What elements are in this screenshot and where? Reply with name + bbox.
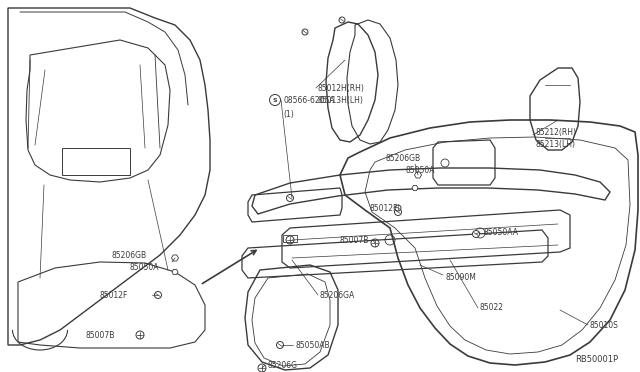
Text: 85206GA: 85206GA	[320, 291, 355, 299]
Text: 85007B: 85007B	[340, 235, 369, 244]
Text: 85022: 85022	[480, 304, 504, 312]
Text: 85050A: 85050A	[130, 263, 159, 273]
Text: 85050AA: 85050AA	[483, 228, 518, 237]
Text: 85050A: 85050A	[405, 166, 435, 174]
Circle shape	[339, 17, 345, 23]
Circle shape	[395, 205, 401, 211]
Text: 08566-6205A: 08566-6205A	[283, 96, 335, 105]
Text: S: S	[273, 97, 277, 103]
Circle shape	[154, 292, 161, 298]
Text: 85010S: 85010S	[590, 321, 619, 330]
Text: 85012F: 85012F	[100, 291, 129, 299]
Text: 85012H(RH): 85012H(RH)	[318, 83, 365, 93]
Text: 85012F: 85012F	[370, 203, 398, 212]
Circle shape	[287, 195, 294, 202]
Text: 85007B: 85007B	[85, 330, 115, 340]
Text: 85206GB: 85206GB	[112, 250, 147, 260]
Polygon shape	[172, 255, 179, 261]
Circle shape	[302, 29, 308, 35]
Text: 85213(LH): 85213(LH)	[535, 140, 575, 148]
Polygon shape	[412, 185, 418, 190]
Text: 85206G: 85206G	[268, 360, 298, 369]
Text: 85013H(LH): 85013H(LH)	[318, 96, 364, 105]
Text: 85050AB: 85050AB	[295, 340, 330, 350]
Text: RB50001P: RB50001P	[575, 356, 618, 365]
Circle shape	[472, 231, 479, 237]
Text: (1): (1)	[283, 109, 294, 119]
Polygon shape	[172, 269, 178, 275]
Text: 85206GB: 85206GB	[386, 154, 421, 163]
Circle shape	[276, 341, 284, 349]
Polygon shape	[415, 172, 422, 178]
Text: 85212(RH): 85212(RH)	[535, 128, 576, 137]
Circle shape	[394, 208, 401, 215]
Text: 85090M: 85090M	[445, 273, 476, 282]
